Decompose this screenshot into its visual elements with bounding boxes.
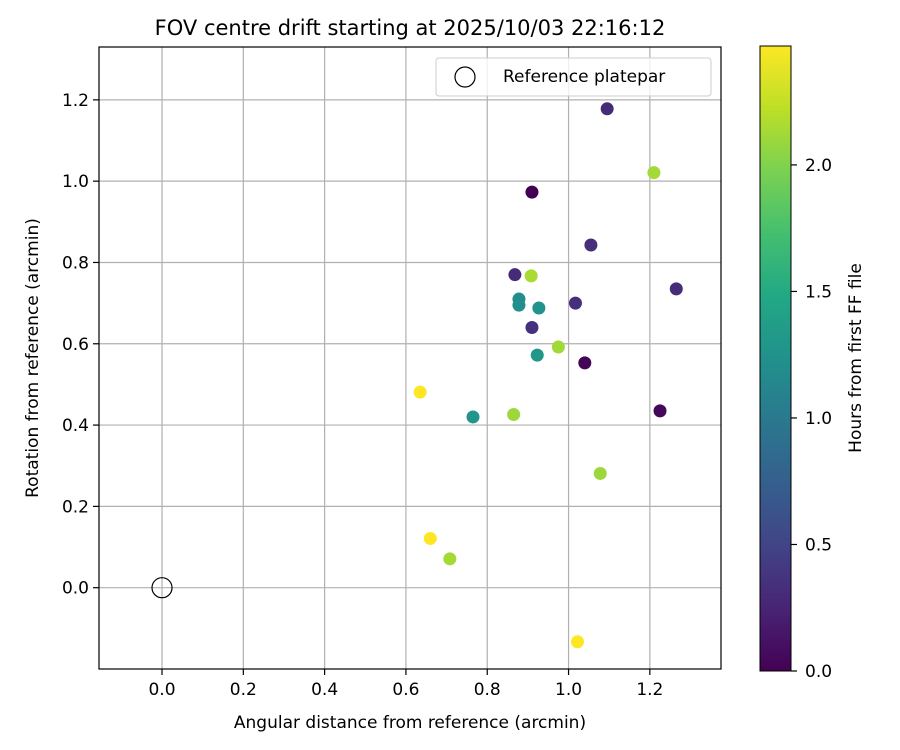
- x-tick-label: 0.4: [311, 680, 338, 700]
- colorbar-tick-label: 0.0: [805, 662, 832, 682]
- data-point: [551, 340, 565, 354]
- data-point: [593, 466, 607, 480]
- axis-ticks: 0.0 0.2 0.4 0.6 0.8 1.0 1.2 0.0 0.2 0.4 0.6 0.8 1.0 1…: [62, 91, 663, 700]
- y-tick-label: 0.0: [62, 579, 89, 599]
- y-tick-label: 0.6: [62, 335, 89, 355]
- data-point: [570, 635, 584, 649]
- data-point: [653, 404, 667, 418]
- x-tick-label: 0.6: [392, 680, 419, 700]
- chart-title: FOV centre drift starting at 2025/10/03 …: [155, 16, 666, 40]
- data-point: [508, 268, 522, 282]
- data-point: [532, 301, 546, 315]
- y-axis-label: Rotation from reference (arcmin): [23, 218, 43, 498]
- colorbar: [759, 45, 792, 672]
- colorbar-label: Hours from first FF file: [846, 263, 866, 453]
- data-point: [507, 408, 521, 422]
- legend: Reference platepar: [435, 57, 712, 97]
- data-point: [525, 185, 539, 199]
- data-point: [443, 552, 457, 566]
- data-point: [423, 532, 437, 546]
- legend-reference-marker: [454, 66, 476, 88]
- data-point: [525, 321, 539, 335]
- data-point: [647, 166, 661, 180]
- x-tick-label: 1.0: [555, 680, 582, 700]
- colorbar-ticks: 0.0 0.5 1.0 1.5 2.0: [791, 156, 832, 682]
- data-point: [466, 410, 480, 424]
- y-tick-label: 1.2: [62, 91, 89, 111]
- grid-lines: [99, 47, 721, 669]
- y-tick-label: 0.8: [62, 253, 89, 273]
- data-point: [413, 385, 427, 399]
- legend-box: [435, 57, 712, 97]
- data-point: [669, 282, 683, 296]
- colorbar-tick-label: 0.5: [805, 535, 832, 555]
- data-points: [151, 102, 683, 649]
- plot-frame: [98, 46, 722, 670]
- data-point: [600, 102, 614, 116]
- x-axis-label: Angular distance from reference (arcmin): [234, 713, 586, 733]
- y-tick-label: 0.2: [62, 497, 89, 517]
- colorbar-tick-label: 2.0: [805, 156, 832, 176]
- x-tick-label: 1.2: [636, 680, 663, 700]
- data-point: [568, 296, 582, 310]
- data-point: [512, 298, 526, 312]
- data-point: [584, 238, 598, 252]
- legend-label: Reference platepar: [503, 67, 665, 87]
- colorbar-tick-label: 1.5: [805, 282, 832, 302]
- y-tick-label: 0.4: [62, 416, 89, 436]
- x-tick-label: 0.2: [230, 680, 257, 700]
- colorbar-tick-label: 1.0: [805, 409, 832, 429]
- data-point: [578, 356, 592, 370]
- data-point: [530, 348, 544, 362]
- data-point: [524, 269, 538, 283]
- x-tick-label: 0.0: [148, 680, 175, 700]
- x-tick-label: 0.8: [474, 680, 501, 700]
- reference-point: [151, 577, 173, 599]
- y-tick-label: 1.0: [62, 172, 89, 192]
